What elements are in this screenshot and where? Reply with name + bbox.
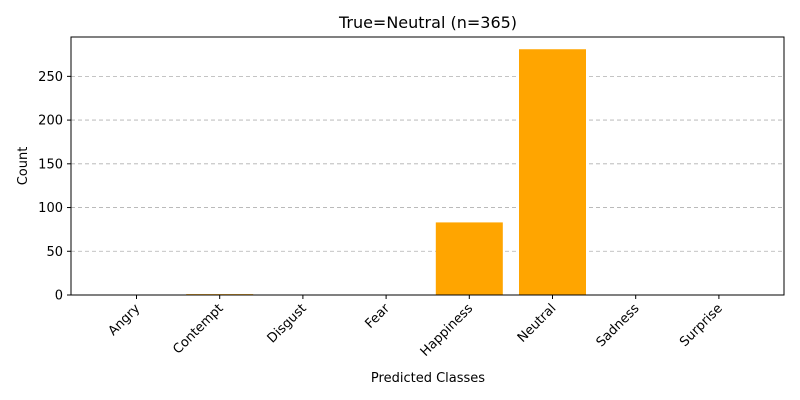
y-axis-label: Count	[16, 147, 31, 186]
x-tick-label: Angry	[106, 301, 144, 339]
chart-title: True=Neutral (n=365)	[338, 13, 517, 32]
x-tick-label: Surprise	[677, 301, 726, 350]
y-tick-label: 50	[46, 245, 63, 260]
bar-layer	[186, 49, 586, 296]
y-tick-label: 200	[38, 114, 63, 129]
x-tick-label: Neutral	[515, 301, 560, 346]
bar-neutral	[519, 49, 586, 296]
plot-frame	[70, 36, 785, 296]
y-tick-label: 0	[55, 289, 63, 304]
y-tick-label: 250	[38, 70, 63, 85]
y-tick-label: 100	[38, 201, 63, 216]
x-tick-label: Fear	[362, 301, 393, 332]
bar-happiness	[435, 222, 503, 295]
x-tick-label: Happiness	[418, 301, 477, 360]
x-tick-label: Sadness	[594, 301, 643, 350]
x-axis-label: Predicted Classes	[371, 371, 485, 386]
x-tick-label: Contempt	[170, 301, 226, 357]
y-axis: 0 50 100 150 200 250	[38, 70, 71, 304]
y-tick-label: 150	[38, 157, 63, 172]
grid-layer	[71, 75, 784, 252]
x-axis: Angry Contempt Disgust Fear Happiness Neutral…	[106, 295, 726, 360]
x-tick-label: Disgust	[265, 301, 310, 346]
